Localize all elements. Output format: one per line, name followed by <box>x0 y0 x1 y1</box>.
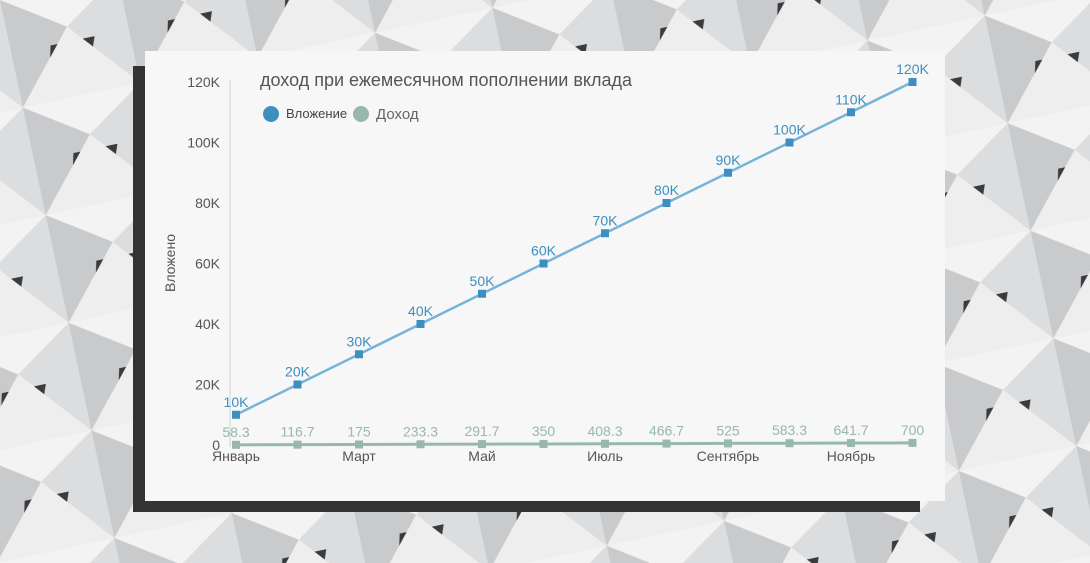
x-tick-label: Июль <box>587 448 623 464</box>
data-point-investment[interactable] <box>908 78 917 86</box>
y-tick-label: 20K <box>195 377 221 393</box>
series-layer: 10K 20K 30K 40K 50K 60K 70K 80K 90K 100K 110K 120K 5… <box>222 61 930 449</box>
data-point-income[interactable] <box>662 439 671 448</box>
data-point-investment[interactable] <box>293 380 302 389</box>
data-point-investment[interactable] <box>724 168 732 177</box>
data-point-income[interactable] <box>416 440 425 449</box>
chart-title: доход при ежемесячном пополнении вклада <box>260 70 633 90</box>
legend-marker-income <box>353 106 369 122</box>
series-line-investment <box>235 80 914 416</box>
data-label-income: 641.7 <box>833 422 868 438</box>
data-label-income: 408.3 <box>587 423 622 439</box>
data-point-investment[interactable] <box>539 259 548 268</box>
y-tick-label: 80K <box>195 195 221 211</box>
data-point-income[interactable] <box>847 439 855 448</box>
data-label-investment: 50K <box>470 273 496 289</box>
legend: Вложение Доход <box>263 106 419 123</box>
data-label-investment: 110K <box>835 91 867 107</box>
data-label-investment: 30K <box>347 333 373 349</box>
legend-label-income: Доход <box>376 106 419 123</box>
legend-item-income[interactable]: Доход <box>353 106 419 123</box>
data-point-investment[interactable] <box>478 289 486 298</box>
data-point-income[interactable] <box>478 440 486 449</box>
y-axis-ticks: 0 20K 40K 60K 80K 100K 120K <box>187 74 220 453</box>
y-tick-label: 0 <box>212 437 220 453</box>
data-point-investment[interactable] <box>355 350 363 359</box>
data-label-investment: 80K <box>654 182 680 198</box>
data-point-investment[interactable] <box>847 108 855 117</box>
data-label-investment: 120K <box>896 61 929 77</box>
legend-label-investment: Вложение <box>286 106 347 121</box>
x-tick-label: Май <box>468 448 495 464</box>
data-point-investment[interactable] <box>232 410 240 419</box>
data-label-investment: 70K <box>593 212 619 228</box>
data-label-income: 233.3 <box>403 423 438 439</box>
data-point-income[interactable] <box>785 439 794 448</box>
data-label-investment: 10K <box>224 394 250 410</box>
legend-marker-investment <box>263 106 279 122</box>
x-tick-label: Сентябрь <box>697 448 760 464</box>
y-axis-label: Вложено <box>162 234 178 292</box>
data-point-income[interactable] <box>724 439 732 448</box>
data-label-income: 350 <box>532 423 556 439</box>
data-label-income: 466.7 <box>649 423 684 439</box>
x-tick-label: Январь <box>212 448 260 464</box>
data-label-income: 525 <box>716 422 740 438</box>
x-tick-label: Март <box>342 448 376 464</box>
data-point-income[interactable] <box>355 440 363 449</box>
data-point-income[interactable] <box>232 440 240 449</box>
data-point-income[interactable] <box>293 440 302 449</box>
y-tick-label: 100K <box>187 135 220 151</box>
data-point-investment[interactable] <box>785 138 794 147</box>
data-label-income: 583.3 <box>772 422 807 438</box>
data-label-investment: 60K <box>531 243 557 259</box>
data-point-income[interactable] <box>601 439 609 448</box>
data-label-investment: 100K <box>773 122 806 138</box>
data-label-investment: 20K <box>285 364 311 380</box>
data-point-investment[interactable] <box>662 199 671 207</box>
chart-panel <box>145 51 945 501</box>
data-label-investment: 90K <box>716 152 742 168</box>
data-point-investment[interactable] <box>601 229 609 238</box>
legend-item-investment[interactable]: Вложение <box>263 106 347 122</box>
data-point-investment[interactable] <box>416 320 425 328</box>
y-tick-label: 60K <box>195 256 221 272</box>
data-label-income: 116.7 <box>281 424 315 440</box>
data-point-income[interactable] <box>908 438 917 447</box>
data-label-income: 291.7 <box>464 423 499 439</box>
x-axis-ticks: Январь Март Май Июль Сентябрь Ноябрь <box>212 448 875 464</box>
x-tick-label: Ноябрь <box>827 448 876 464</box>
data-label-income: 58.3 <box>222 424 249 440</box>
data-point-income[interactable] <box>539 439 548 448</box>
data-label-investment: 40K <box>408 303 434 319</box>
y-tick-label: 120K <box>187 74 220 90</box>
series-line-income <box>235 441 913 447</box>
data-label-income: 175 <box>347 423 371 439</box>
y-tick-label: 40K <box>195 316 221 332</box>
data-label-income: 700 <box>901 422 925 438</box>
